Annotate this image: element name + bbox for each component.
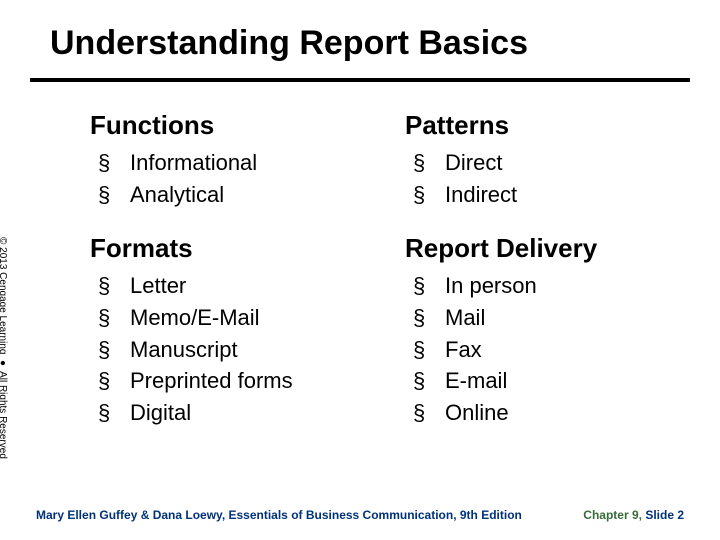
content-area: Functions Informational Analytical Patte…	[90, 110, 680, 451]
list-item: Informational	[90, 147, 365, 179]
list-item: In person	[405, 270, 680, 302]
formats-heading: Formats	[90, 233, 365, 264]
bottom-row: Formats Letter Memo/E-Mail Manuscript Pr…	[90, 233, 680, 451]
slide: Understanding Report Basics © 2013 Cenga…	[0, 0, 720, 540]
footer: Mary Ellen Guffey & Dana Loewy, Essentia…	[36, 508, 684, 522]
list-item: Digital	[90, 397, 365, 429]
footer-chapter: Chapter 9,	[583, 508, 645, 522]
list-item: Online	[405, 397, 680, 429]
list-item: Mail	[405, 302, 680, 334]
patterns-heading: Patterns	[405, 110, 680, 141]
patterns-section: Patterns Direct Indirect	[405, 110, 680, 233]
functions-heading: Functions	[90, 110, 365, 141]
patterns-list: Direct Indirect	[405, 147, 680, 211]
slide-title: Understanding Report Basics	[50, 24, 528, 63]
formats-section: Formats Letter Memo/E-Mail Manuscript Pr…	[90, 233, 365, 451]
footer-slide-number: Slide 2	[645, 508, 684, 522]
list-item: Direct	[405, 147, 680, 179]
list-item: Memo/E-Mail	[90, 302, 365, 334]
list-item: Fax	[405, 334, 680, 366]
title-underline	[30, 78, 690, 82]
top-row: Functions Informational Analytical Patte…	[90, 110, 680, 233]
list-item: Analytical	[90, 179, 365, 211]
list-item: Preprinted forms	[90, 365, 365, 397]
footer-citation: Mary Ellen Guffey & Dana Loewy, Essentia…	[36, 508, 522, 522]
list-item: Letter	[90, 270, 365, 302]
copyright-vertical: © 2013 Cengage Learning ● All Rights Res…	[0, 237, 8, 537]
formats-list: Letter Memo/E-Mail Manuscript Preprinted…	[90, 270, 365, 429]
list-item: Manuscript	[90, 334, 365, 366]
list-item: E-mail	[405, 365, 680, 397]
delivery-heading: Report Delivery	[405, 233, 680, 264]
list-item: Indirect	[405, 179, 680, 211]
delivery-list: In person Mail Fax E-mail Online	[405, 270, 680, 429]
delivery-section: Report Delivery In person Mail Fax E-mai…	[405, 233, 680, 451]
functions-list: Informational Analytical	[90, 147, 365, 211]
footer-page: Chapter 9, Slide 2	[583, 508, 684, 522]
functions-section: Functions Informational Analytical	[90, 110, 365, 233]
